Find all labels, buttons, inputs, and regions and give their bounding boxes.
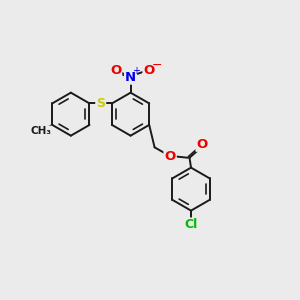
Text: +: + xyxy=(132,66,140,76)
Text: O: O xyxy=(110,64,121,77)
Text: O: O xyxy=(164,150,176,163)
Text: S: S xyxy=(96,97,105,110)
Text: N: N xyxy=(125,70,136,84)
Text: CH₃: CH₃ xyxy=(30,127,51,136)
Text: O: O xyxy=(196,138,208,151)
Text: O: O xyxy=(143,64,155,77)
Text: −: − xyxy=(151,59,162,72)
Text: Cl: Cl xyxy=(184,218,198,232)
